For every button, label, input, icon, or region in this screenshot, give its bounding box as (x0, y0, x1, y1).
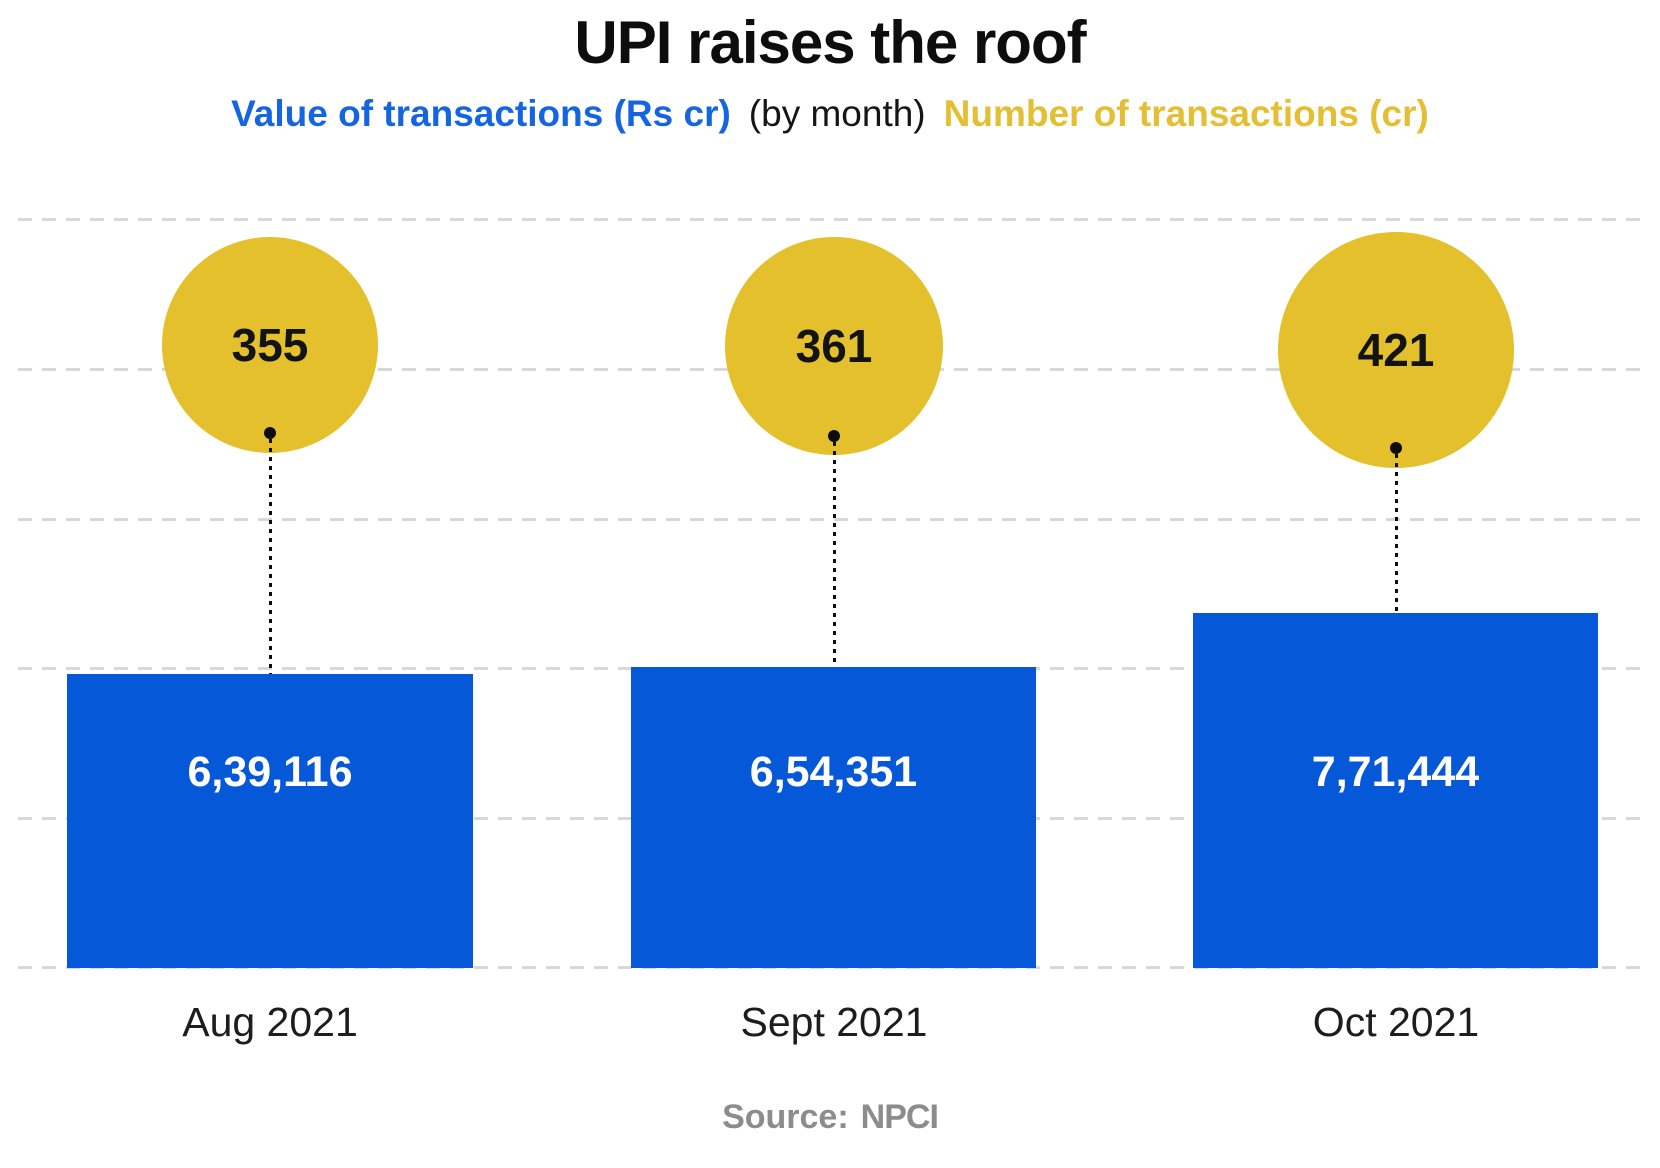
bubble-value: 361 (795, 320, 873, 372)
connector-dot (828, 430, 840, 442)
source-line: Source: NPCI (0, 1096, 1660, 1138)
bar-oct-2021: 7,71,444 (1193, 613, 1598, 968)
bubble-value: 355 (231, 319, 309, 371)
x-axis-label-sept-2021: Sept 2021 (740, 999, 928, 1045)
bubble-oct-2021: 421 (1278, 232, 1514, 468)
bubble-sept-2021: 361 (725, 237, 943, 455)
connector-line (833, 442, 836, 667)
source-value: NPCI (860, 1098, 939, 1136)
bar-aug-2021: 6,39,116 (67, 674, 473, 968)
bar-value: 7,71,444 (1311, 748, 1480, 796)
connector-dot (1390, 442, 1402, 454)
connector-line (269, 439, 272, 674)
x-axis-label-aug-2021: Aug 2021 (182, 999, 358, 1045)
chart-title: UPI raises the roof (574, 9, 1086, 76)
bar-value: 6,54,351 (749, 748, 918, 796)
connector-dot (264, 427, 276, 439)
x-axis-label-oct-2021: Oct 2021 (1312, 999, 1480, 1045)
connector-line (1395, 454, 1398, 613)
legend-by-month: (by month) (748, 93, 926, 134)
gridline (18, 518, 1642, 521)
legend: Value of transactions (Rs cr) (by month)… (0, 92, 1660, 136)
bubble-aug-2021: 355 (162, 237, 378, 453)
bubble-value: 421 (1357, 324, 1435, 376)
legend-value-label: Value of transactions (Rs cr) (231, 93, 731, 134)
bar-value: 6,39,116 (187, 748, 353, 796)
bar-sept-2021: 6,54,351 (631, 667, 1036, 968)
gridline (18, 218, 1642, 221)
source-label: Source: (722, 1098, 849, 1136)
legend-number-label: Number of transactions (cr) (943, 93, 1429, 134)
